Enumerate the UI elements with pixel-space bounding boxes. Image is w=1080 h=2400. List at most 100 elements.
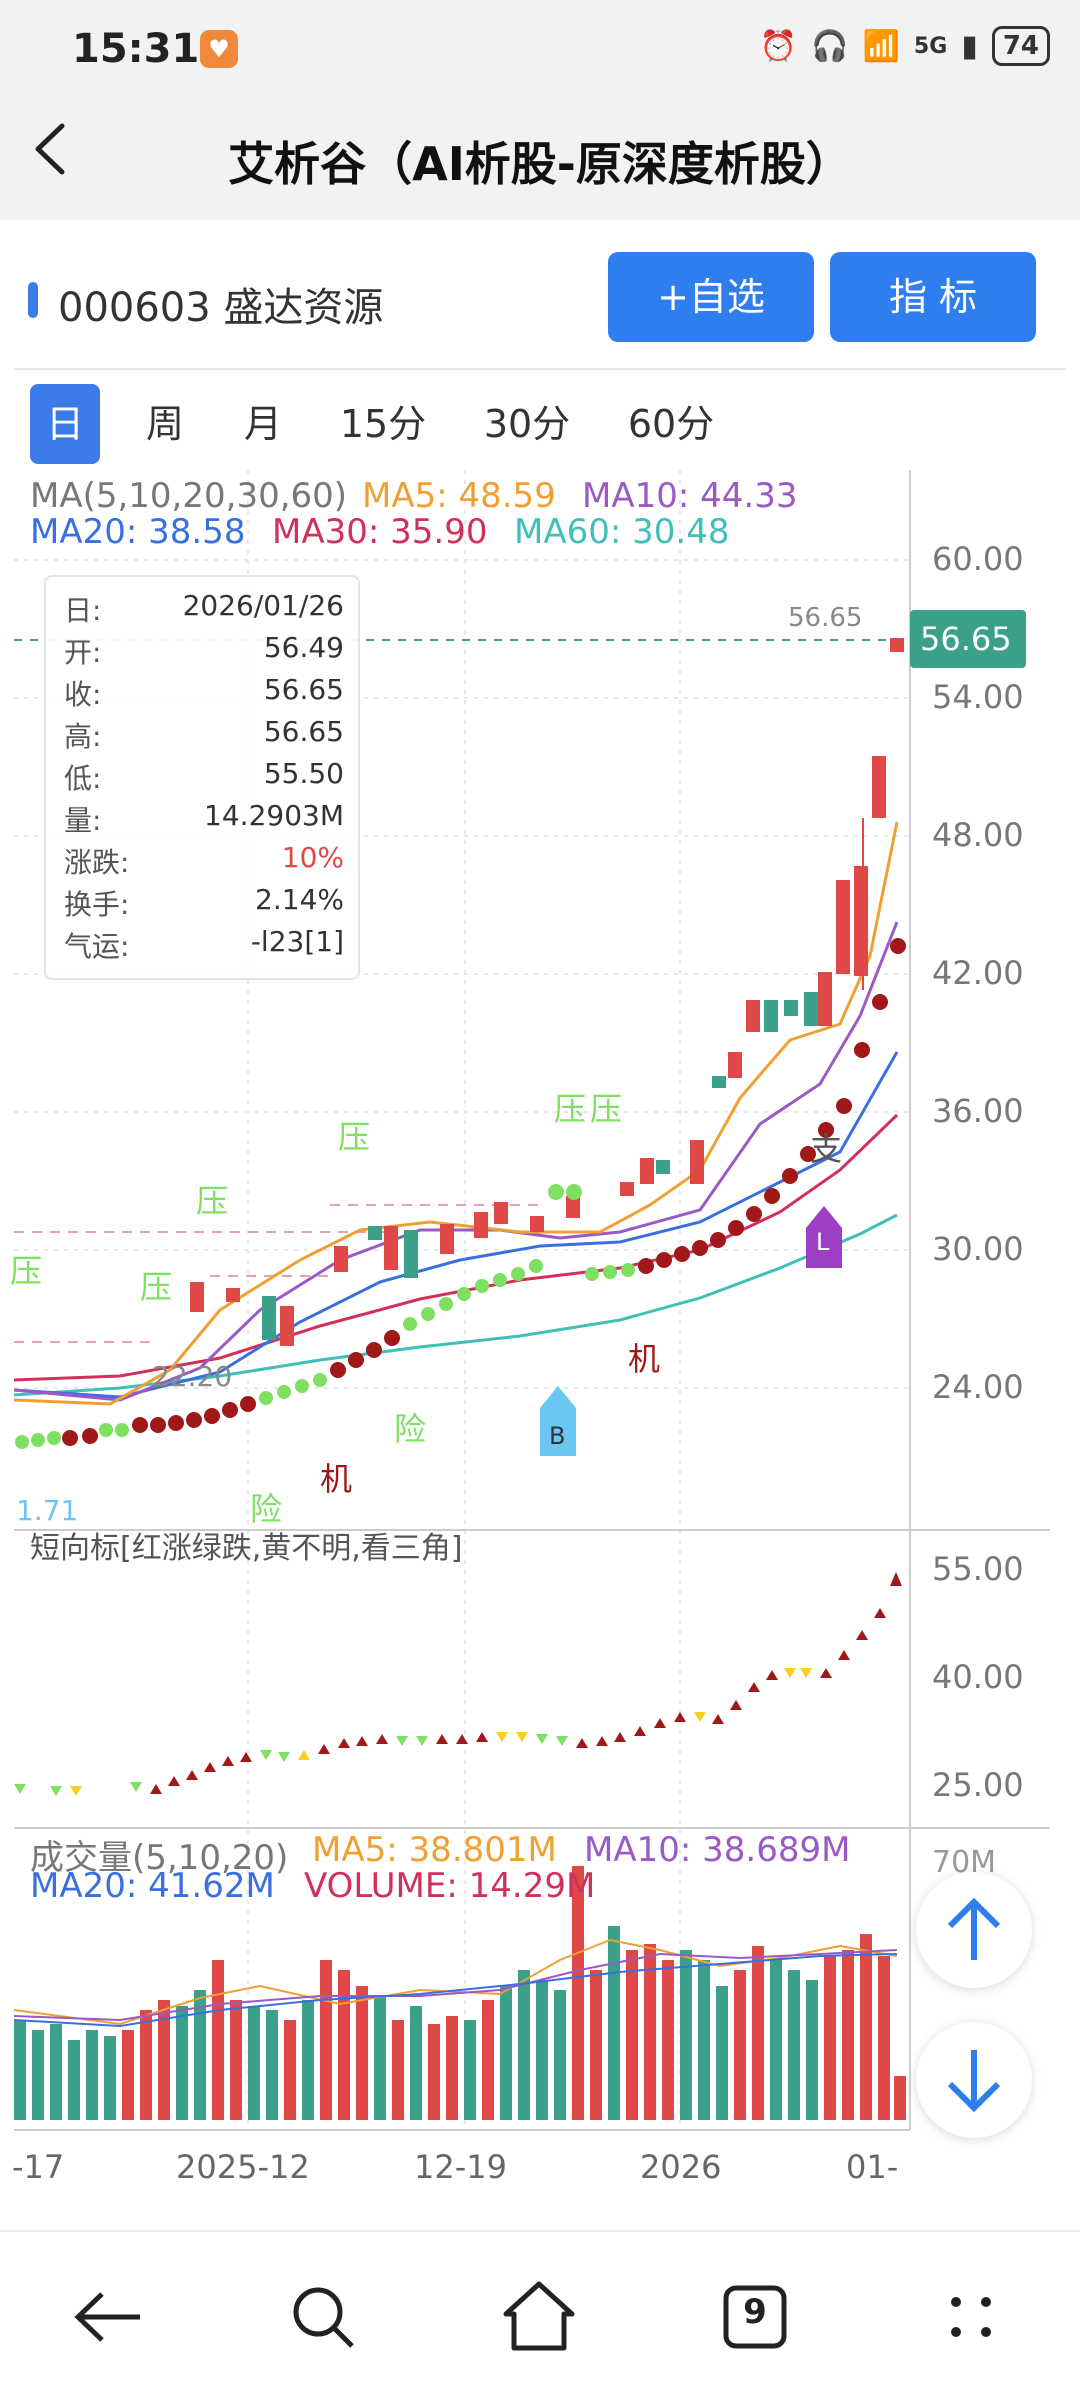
short-indicator-triangles	[14, 1572, 902, 1796]
info-row: 换手: 2.14%	[64, 883, 344, 921]
dot-series	[15, 938, 906, 1449]
wifi-icon: 📶	[862, 28, 900, 64]
signal-ya: 压	[338, 1118, 370, 1156]
tab-day[interactable]: 日	[30, 384, 100, 464]
short-indicator-axis: 55.00 40.00 25.00	[932, 1550, 1024, 1804]
signal-zhi: 支	[810, 1130, 842, 1168]
info-row: 日: 2026/01/26	[64, 589, 344, 627]
back-icon[interactable]	[30, 114, 70, 199]
last-price-label: 56.65	[788, 603, 862, 633]
signal-xian: 险	[394, 1410, 426, 1448]
signal-ya: 压	[140, 1268, 172, 1306]
svg-text:2026: 2026	[640, 2148, 721, 2186]
volume-value: VOLUME: 14.29M	[304, 1866, 596, 1906]
signal-icon: ▮	[961, 28, 978, 64]
signal-ya: 压	[196, 1182, 228, 1220]
status-time: 15:31	[72, 26, 200, 72]
battery-icon: 74	[991, 26, 1050, 66]
ma20-value: MA20: 38.58	[30, 512, 246, 552]
ma30-value: MA30: 35.90	[272, 512, 488, 552]
volume-ma20: MA20: 41.62M	[30, 1866, 275, 1906]
svg-text:48.00: 48.00	[932, 816, 1024, 854]
period-tabs: 日 周 月 15分 30分 60分	[0, 384, 1080, 464]
svg-text:36.00: 36.00	[932, 1092, 1024, 1130]
signal-ya: 压	[554, 1090, 586, 1128]
indicators-button[interactable]: 指 标	[830, 252, 1036, 342]
signal-ya: 压	[10, 1252, 42, 1290]
info-row: 涨跌: 10%	[64, 841, 344, 879]
divider	[14, 368, 1066, 370]
info-row: 收: 56.65	[64, 673, 344, 711]
scroll-up-button[interactable]	[916, 1872, 1032, 1988]
svg-text:60.00: 60.00	[932, 540, 1024, 578]
ma60-value: MA60: 30.48	[514, 512, 730, 552]
stock-accent-bar	[28, 282, 38, 318]
candle-info-box: 日: 2026/01/26 开: 56.49 收: 56.65 高: 56.65 低: 5…	[44, 575, 360, 980]
title-bar: 艾析谷（AI析股-原深度析股）	[0, 90, 1080, 220]
page-title: 艾析谷（AI析股-原深度析股）	[228, 137, 852, 191]
ma10-value: MA10: 44.33	[582, 476, 798, 516]
volume-ma10: MA10: 38.689M	[584, 1830, 851, 1870]
vol-ma20-line	[13, 1953, 898, 2028]
info-row: 量: 14.2903M	[64, 799, 344, 837]
price-axis: 60.00 54.00 48.00 42.00 36.00 30.00 24.0…	[932, 540, 1024, 1406]
ma30-line	[13, 1113, 899, 1382]
tabs-icon[interactable]: 9	[710, 2272, 800, 2362]
svg-text:25.00: 25.00	[932, 1766, 1024, 1804]
volume-ma5: MA5: 38.801M	[312, 1830, 557, 1870]
svg-text:-17: -17	[12, 2148, 64, 2186]
svg-text:12-19: 12-19	[414, 2148, 507, 2186]
svg-text:24.00: 24.00	[932, 1368, 1024, 1406]
headphones-icon: 🎧	[811, 28, 849, 64]
add-watchlist-button[interactable]: +自选	[608, 252, 814, 342]
back-arrow-icon[interactable]	[62, 2272, 152, 2362]
info-row: 高: 56.65	[64, 715, 344, 753]
tab-30min[interactable]: 30分	[483, 402, 571, 446]
tab-month[interactable]: 月	[243, 402, 282, 446]
vol-ma10-line	[13, 1949, 898, 2022]
signal-ji: 机	[320, 1460, 352, 1498]
svg-text:40.00: 40.00	[932, 1658, 1024, 1696]
scroll-down-button[interactable]	[916, 2022, 1032, 2138]
ma-title: MA(5,10,20,30,60)	[30, 476, 348, 516]
network-label: 5G	[913, 33, 948, 59]
status-icons: ⏰ 🎧 📶 5G ▮ 74	[760, 26, 1050, 66]
signal-xian: 险	[250, 1490, 282, 1528]
bottom-nav: 9	[0, 2230, 1080, 2400]
alarm-icon: ⏰	[759, 28, 798, 64]
signal-markers: 压 压 压 压 压 压 险 险 机 机 支 B L 22.20 1.71 56.…	[10, 603, 862, 1528]
stock-header: 000603 盛达资源 +自选 指 标	[0, 220, 1080, 370]
home-icon[interactable]	[494, 2272, 584, 2362]
tabs-count: 9	[743, 2292, 767, 2332]
partial-low-label: 1.71	[16, 1494, 78, 1527]
info-row: 开: 56.49	[64, 631, 344, 669]
tab-15min[interactable]: 15分	[339, 402, 427, 446]
app-notification-icon: ♥	[200, 30, 238, 68]
arrow-up-icon	[947, 1897, 1001, 1960]
tab-60min[interactable]: 60分	[627, 402, 715, 446]
status-bar: 15:31 ♥ ⏰ 🎧 📶 5G ▮ 74	[0, 0, 1080, 90]
low-label: 22.20	[152, 1360, 232, 1393]
date-axis: -17 2025-12 12-19 2026 01-	[12, 2148, 898, 2186]
ma5-line	[13, 821, 899, 1406]
last-price-badge: 56.65	[920, 620, 1012, 658]
svg-text:54.00: 54.00	[932, 678, 1024, 716]
info-row: 气运: -l23[1]	[64, 925, 344, 963]
svg-text:01-: 01-	[846, 2148, 898, 2186]
short-indicator-title: 短向标[红涨绿跌,黄不明,看三角]	[30, 1531, 462, 1566]
menu-dots-icon[interactable]	[926, 2272, 1016, 2362]
stock-code-name: 000603 盛达资源	[58, 285, 384, 331]
svg-text:42.00: 42.00	[932, 954, 1024, 992]
signal-ji: 机	[628, 1340, 660, 1378]
svg-text:55.00: 55.00	[932, 1550, 1024, 1588]
svg-text:2025-12: 2025-12	[176, 2148, 310, 2186]
kline-chart[interactable]: 压 压 压 压 压 压 险 险 机 机 支 B L 22.20 1.71 56.…	[0, 470, 1080, 2190]
tab-week[interactable]: 周	[145, 402, 184, 446]
signal-l: L	[816, 1228, 830, 1256]
search-icon[interactable]	[278, 2272, 368, 2362]
signal-ya: 压	[590, 1090, 622, 1128]
ma5-value: MA5: 48.59	[362, 476, 556, 516]
svg-text:30.00: 30.00	[932, 1230, 1024, 1268]
arrow-down-icon	[947, 2050, 1001, 2113]
volume-bars	[14, 1866, 906, 2120]
